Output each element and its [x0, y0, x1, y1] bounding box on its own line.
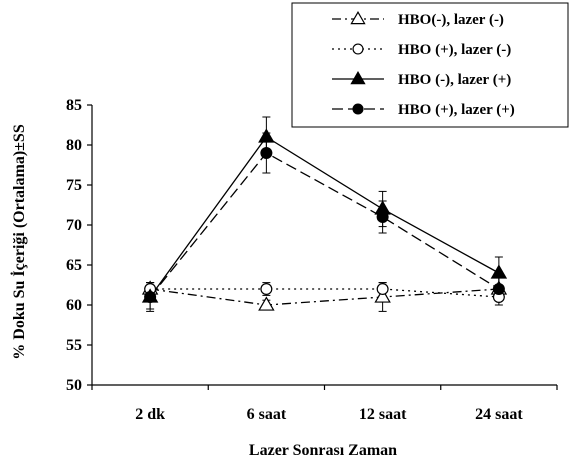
- series-markers: [141, 128, 508, 311]
- data-point: [260, 283, 273, 296]
- data-point: [374, 288, 391, 303]
- x-tick-label: 24 saat: [475, 406, 523, 423]
- data-point: [490, 264, 508, 279]
- data-point: [260, 147, 273, 160]
- legend-marker: [350, 70, 366, 85]
- series-line: [149, 152, 500, 298]
- legend-marker: [352, 103, 364, 115]
- legend-label: HBO(-), lazer (-): [398, 12, 504, 28]
- y-axis-title: % Doku Su İçeriği (Ortalama)±SS: [9, 124, 28, 360]
- y-tick-label: 60: [66, 297, 82, 314]
- legend-label: HBO (+), lazer (-): [398, 42, 511, 58]
- y-tick-label: 70: [66, 217, 82, 234]
- data-point: [258, 296, 275, 311]
- x-tick-label: 12 saat: [359, 406, 407, 423]
- legend-label: HBO (-), lazer (+): [398, 72, 511, 88]
- legend-marker: [350, 10, 366, 25]
- y-tick-label: 65: [66, 257, 82, 274]
- series-lines: [149, 136, 500, 306]
- y-tick-label: 85: [66, 97, 82, 114]
- data-point: [492, 283, 505, 296]
- x-tick-label: 2 dk: [135, 406, 165, 423]
- x-tick-label: 6 saat: [247, 406, 287, 423]
- axes: 50 55 60 65 70 75 80 85 2 dk 6 saat 12 saat 24 saat: [66, 97, 558, 423]
- legend-marker: [352, 43, 364, 55]
- series-line: [149, 136, 500, 298]
- legend-label: HBO (+), lazer (+): [398, 102, 515, 118]
- y-tick-label: 75: [66, 177, 82, 194]
- y-tick-label: 55: [66, 337, 82, 354]
- data-point: [376, 211, 389, 224]
- series-line: [150, 288, 499, 298]
- legend-box: [291, 2, 569, 128]
- data-point: [258, 128, 275, 143]
- y-tick-label: 80: [66, 137, 82, 154]
- data-point: [376, 283, 389, 296]
- x-axis-title: Lazer Sonrası Zaman: [249, 442, 397, 459]
- data-point: [144, 291, 157, 304]
- error-bars: [146, 116, 503, 312]
- y-tick-label: 50: [66, 377, 82, 394]
- legend: HBO(-), lazer (-) HBO (+), lazer (-) HBO (…: [291, 2, 569, 128]
- series-line: [150, 288, 499, 306]
